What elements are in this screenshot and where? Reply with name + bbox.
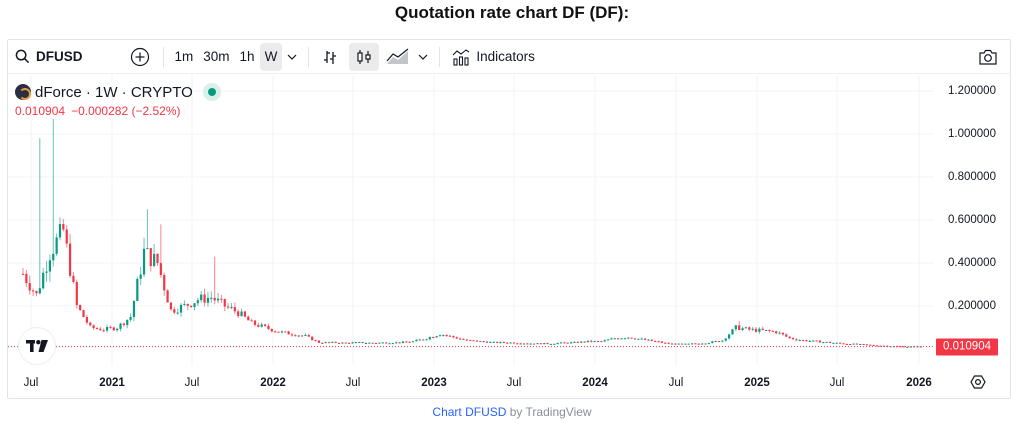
- price-tick-label: 0.400000: [948, 257, 996, 269]
- price-tick-label: 0.800000: [948, 171, 996, 183]
- page-title: Quotation rate chart DF (DF):: [394, 3, 630, 22]
- timeframe-1m[interactable]: 1m: [174, 49, 194, 64]
- bars-style-button[interactable]: [315, 43, 345, 71]
- candlestick-chart[interactable]: [8, 75, 934, 365]
- last-price: 0.010904: [15, 104, 66, 118]
- tradingview-widget: DFUSD 1m 30m 1h W Indicators: [7, 39, 1011, 399]
- time-tick-label: 2025: [744, 377, 770, 389]
- search-icon: [15, 49, 30, 64]
- chart-style-dropdown[interactable]: [413, 43, 433, 71]
- symbol-search-button[interactable]: DFUSD: [8, 43, 89, 71]
- chart-link[interactable]: Chart DFUSD: [432, 405, 507, 419]
- time-tick-label: Jul: [23, 377, 39, 389]
- time-tick-label: 2023: [421, 377, 447, 389]
- time-tick-label: Jul: [506, 377, 522, 389]
- time-scale[interactable]: Jul 2021 Jul 2022 Jul 2023 Jul 2024 Jul 2025 Jul 20…: [8, 365, 934, 399]
- price-change: −0.000282 (−2.52%): [71, 104, 181, 118]
- indicators-icon: [452, 48, 470, 66]
- plus-circle-icon: [130, 47, 149, 66]
- time-tick-label: Jul: [668, 377, 684, 389]
- indicators-button[interactable]: Indicators: [446, 43, 541, 71]
- price-scale[interactable]: 1.200000 1.000000 0.800000 0.600000 0.400000…: [934, 75, 1012, 365]
- price-tick-label: 0.200000: [948, 300, 996, 312]
- market-status-icon[interactable]: [202, 83, 221, 101]
- symbol-label: DFUSD: [36, 49, 83, 64]
- timeframe-1h[interactable]: 1h: [239, 49, 255, 64]
- symbol-description: dForce · 1W · CRYPTO: [35, 83, 193, 101]
- time-tick-label: 2022: [260, 377, 286, 389]
- divider: [308, 46, 310, 67]
- time-tick-label: 2021: [99, 377, 125, 389]
- indicators-label: Indicators: [476, 49, 535, 64]
- chevron-down-icon: [287, 54, 297, 60]
- timeframe-w[interactable]: W: [259, 42, 283, 71]
- chart-legend: dForce · 1W · CRYPTO 0.010904 −0.000282 …: [15, 83, 221, 118]
- compare-symbol-button[interactable]: [123, 43, 157, 71]
- chart-toolbar: DFUSD 1m 30m 1h W Indicators: [8, 40, 1010, 74]
- price-tick-label: 1.000000: [948, 128, 996, 140]
- chevron-down-icon: [418, 54, 428, 60]
- time-tick-label: Jul: [345, 377, 361, 389]
- candles-style-button[interactable]: [349, 42, 380, 71]
- time-tick-label: 2024: [582, 377, 608, 389]
- area-style-button[interactable]: [383, 43, 413, 71]
- price-tick-label: 0.600000: [948, 214, 996, 226]
- price-tick-label: 1.200000: [948, 85, 996, 97]
- last-price-badge: 0.010904: [936, 338, 998, 356]
- timeframe-30m[interactable]: 30m: [203, 49, 230, 64]
- divider: [439, 46, 441, 67]
- tradingview-logo[interactable]: [19, 328, 55, 364]
- tradingview-logo-icon: [26, 340, 48, 352]
- dforce-logo-icon: [15, 84, 31, 100]
- timeframe-dropdown[interactable]: [282, 43, 302, 71]
- snapshot-button[interactable]: [974, 43, 1002, 71]
- attribution: Chart DFUSD by TradingView: [0, 405, 1024, 419]
- time-tick-label: Jul: [184, 377, 200, 389]
- time-tick-label: 2026: [906, 377, 932, 389]
- ohlc-bars-icon: [324, 50, 337, 64]
- divider: [162, 46, 164, 67]
- attribution-suffix: by TradingView: [506, 405, 592, 419]
- scale-settings-icon[interactable]: [970, 374, 986, 390]
- time-tick-label: Jul: [829, 377, 845, 389]
- candlestick-icon: [357, 49, 371, 64]
- camera-icon: [979, 49, 997, 65]
- area-chart-icon: [386, 48, 409, 64]
